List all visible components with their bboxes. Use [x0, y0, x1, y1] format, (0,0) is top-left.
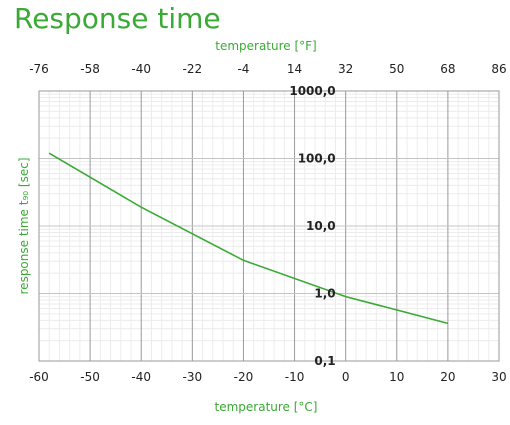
- series-layer: [48, 152, 449, 325]
- x-tick-label-bottom: 10: [389, 370, 404, 384]
- x-tick-label-top: 86: [491, 62, 506, 76]
- x-tick-label-bottom: -20: [234, 370, 254, 384]
- x-tick-label-top: 68: [440, 62, 455, 76]
- y-tick-label: 1,0: [314, 287, 335, 301]
- bottom-x-ticks: -60 -50 -40 -30 -20 -10 0 10 20 30: [29, 370, 506, 384]
- y-axis-label: response time t₉₀ [sec]: [17, 158, 31, 295]
- x-tick-label-bottom: -50: [80, 370, 100, 384]
- x-tick-label-bottom: -10: [285, 370, 305, 384]
- x-tick-label-top: -76: [29, 62, 49, 76]
- x-tick-label-bottom: 30: [491, 370, 506, 384]
- top-x-ticks: -76 -58 -40 -22 -4 14 32 50 68 86: [29, 62, 506, 76]
- y-tick-label: 0,1: [314, 354, 335, 368]
- x-tick-label-top: -22: [183, 62, 203, 76]
- y-tick-label: 1000,0: [289, 84, 335, 98]
- x-tick-label-top: 50: [389, 62, 404, 76]
- x-axis-label-top: temperature [°F]: [215, 39, 317, 53]
- x-tick-label-bottom: -30: [183, 370, 203, 384]
- chart-title: Response time: [14, 2, 221, 35]
- x-tick-label-top: -58: [80, 62, 100, 76]
- x-tick-label-bottom: -40: [131, 370, 151, 384]
- x-tick-label-bottom: -60: [29, 370, 49, 384]
- y-ticks: 0,1 1,0 10,0 100,0 1000,0: [289, 84, 335, 368]
- x-axis-label-bottom: temperature [°C]: [215, 400, 318, 414]
- x-tick-label-top: 14: [287, 62, 302, 76]
- series-line: [48, 152, 449, 325]
- x-tick-label-top: -40: [131, 62, 151, 76]
- y-tick-label: 100,0: [298, 152, 336, 166]
- x-tick-label-top: -4: [237, 62, 249, 76]
- x-tick-label-bottom: 0: [342, 370, 350, 384]
- y-tick-label: 10,0: [306, 219, 336, 233]
- x-tick-label-top: 32: [338, 62, 353, 76]
- x-tick-label-bottom: 20: [440, 370, 455, 384]
- plot-frame: [38, 90, 500, 362]
